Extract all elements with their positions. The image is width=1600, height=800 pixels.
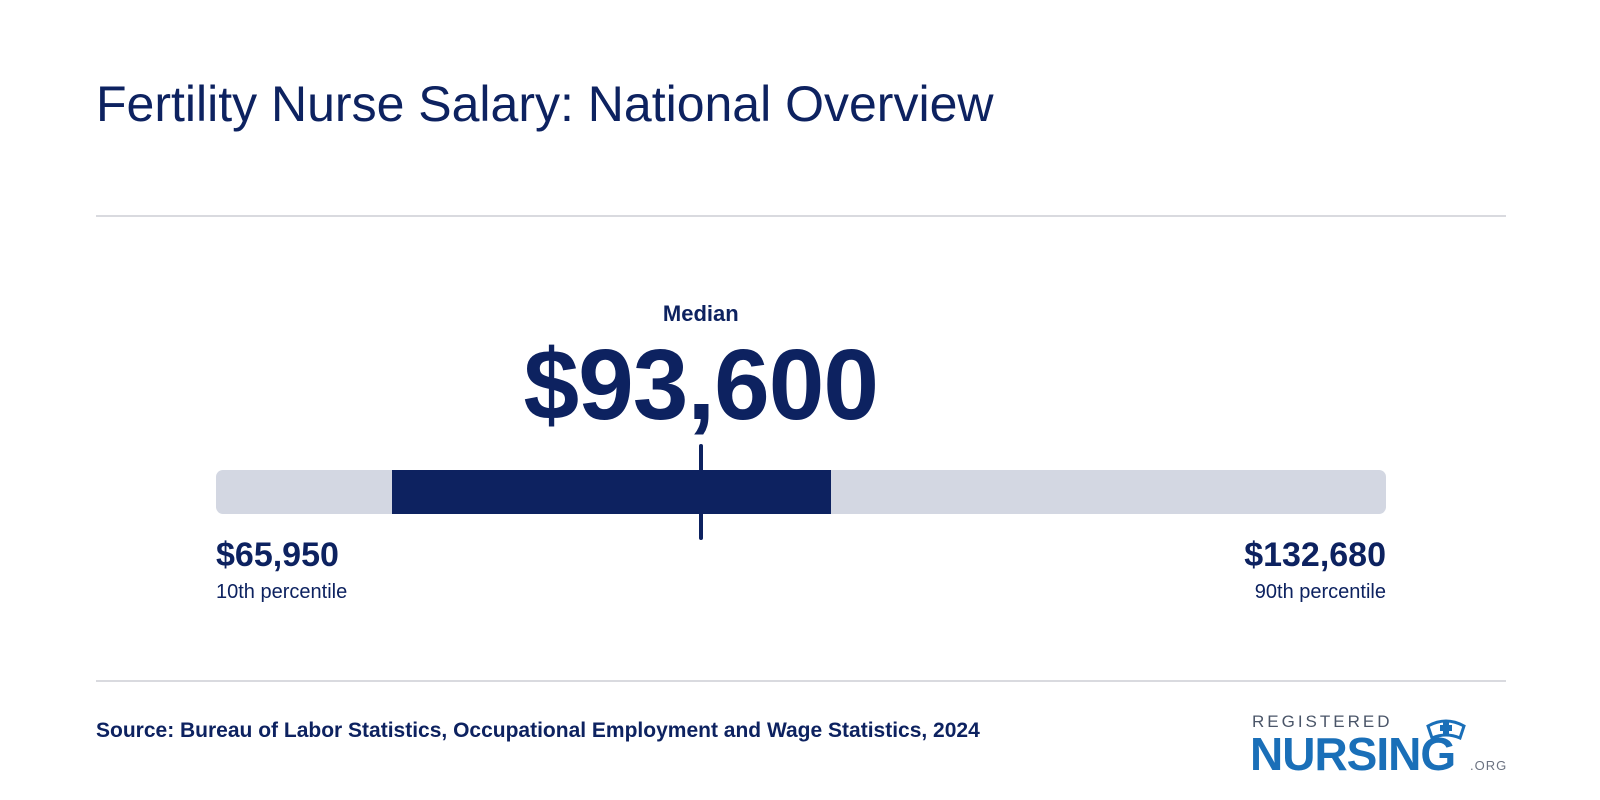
high-end-label: $132,680 90th percentile: [1244, 535, 1386, 605]
low-value: $65,950: [216, 536, 339, 574]
low-caption: 10th percentile: [216, 581, 348, 603]
high-caption: 90th percentile: [1254, 581, 1386, 603]
median-marker: [698, 444, 703, 540]
logo-suffix: .ORG: [1470, 758, 1508, 773]
median-block: Median $93,600: [501, 300, 901, 440]
top-divider: [96, 215, 1506, 217]
source-citation: Source: Bureau of Labor Statistics, Occu…: [96, 719, 980, 742]
registered-nursing-logo: REGISTERED NURSING .ORG: [1250, 712, 1510, 780]
logo-main-text: NURSING: [1250, 728, 1456, 780]
salary-range-chart: Median $93,600 $65,950 10th percentile $…: [216, 280, 1386, 620]
range-highlight-bar: [392, 470, 831, 514]
nurse-cap-icon: [1426, 719, 1466, 740]
median-value: $93,600: [523, 329, 879, 441]
high-value: $132,680: [1244, 536, 1386, 574]
median-label: Median: [662, 301, 739, 326]
bottom-divider: [96, 680, 1506, 682]
low-end-label: $65,950 10th percentile: [216, 535, 347, 605]
page-title: Fertility Nurse Salary: National Overvie…: [96, 76, 994, 132]
logo-top-text: REGISTERED: [1252, 712, 1393, 731]
